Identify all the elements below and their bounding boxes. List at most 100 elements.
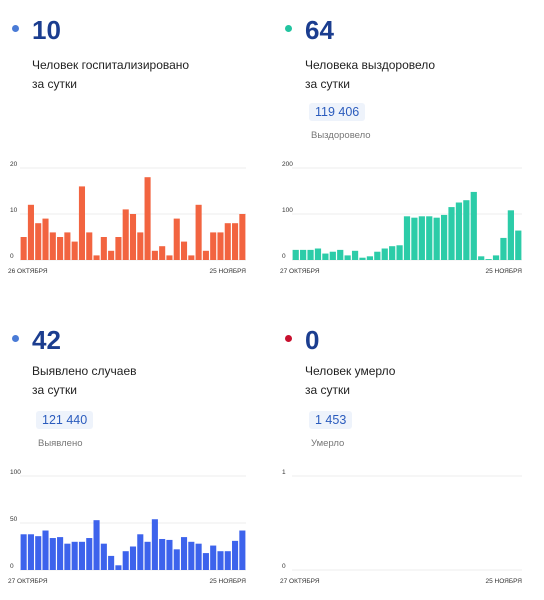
status-dot-icon — [12, 335, 19, 342]
bar — [49, 538, 56, 570]
y-tick-label: 100 — [10, 469, 21, 476]
bar — [463, 200, 470, 260]
bar — [115, 565, 122, 570]
bar — [173, 218, 180, 260]
bar — [448, 207, 455, 260]
x-start-label: 27 ОКТЯБРЯ — [280, 578, 320, 585]
chart-deaths: 0 1 27 ОКТЯБРЯ 25 НОЯБРЯ — [280, 469, 523, 585]
bar — [93, 255, 100, 260]
bar — [71, 541, 78, 570]
panel-header: 10 — [12, 14, 262, 46]
panel-deaths: 0 Человек умерло за сутки 1 453 Умерло 0… — [280, 324, 535, 594]
status-dot-icon — [285, 335, 292, 342]
bar — [292, 249, 299, 260]
daily-number: 0 — [305, 325, 320, 355]
bar — [188, 255, 195, 260]
bar — [478, 256, 485, 260]
status-dot-icon — [285, 25, 292, 32]
bar — [137, 534, 144, 570]
total-label: Умерло — [311, 438, 345, 449]
panel-recovered: 64 Человека выздоровело за сутки 119 406… — [280, 14, 535, 284]
total-label: Выздоровело — [311, 130, 371, 141]
bar — [35, 536, 42, 570]
bar — [122, 209, 129, 260]
panel-description: Человек умерло за сутки — [305, 364, 396, 397]
bar — [108, 250, 115, 260]
chart-cases: 0 50 100 27 ОКТЯБРЯ 25 НОЯБРЯ — [8, 469, 247, 585]
x-end-label: 25 НОЯБРЯ — [486, 578, 523, 585]
bar — [122, 551, 129, 570]
bar — [232, 540, 239, 570]
bar — [307, 249, 314, 260]
x-end-label: 25 НОЯБРЯ — [486, 268, 523, 275]
bar — [224, 223, 231, 260]
bar — [20, 534, 27, 570]
bar — [64, 232, 71, 260]
bar — [57, 237, 64, 260]
bar — [381, 248, 388, 260]
bar — [173, 549, 180, 570]
bar — [217, 551, 224, 570]
y-tick-label: 10 — [10, 207, 18, 214]
bar — [322, 253, 329, 260]
bar — [144, 177, 151, 260]
bar — [396, 245, 403, 260]
bar — [27, 534, 34, 570]
bar — [374, 251, 381, 260]
bar — [210, 545, 217, 570]
bar — [202, 250, 209, 260]
total-label: Выявлено — [38, 438, 83, 449]
y-tick-label: 0 — [282, 253, 286, 260]
bar — [195, 204, 202, 260]
bar — [418, 216, 425, 260]
y-tick-label: 20 — [10, 161, 18, 168]
bar — [351, 250, 359, 260]
y-tick-label: 200 — [282, 161, 293, 168]
chart-hospitalized: 0 10 20 26 ОКТЯБРЯ 25 НОЯБРЯ — [8, 161, 246, 275]
bar — [426, 216, 433, 260]
y-tick-label: 0 — [282, 563, 286, 570]
bar — [71, 241, 78, 260]
x-end-label: 25 НОЯБРЯ — [210, 578, 247, 585]
x-start-label: 27 ОКТЯБРЯ — [8, 578, 48, 585]
bar — [515, 230, 522, 260]
bar — [42, 218, 49, 260]
bar — [129, 214, 137, 260]
bar — [129, 546, 137, 570]
bar — [42, 530, 49, 570]
total-count: 1 453 — [309, 411, 353, 429]
bar — [403, 216, 411, 260]
bar — [159, 246, 166, 260]
bar — [300, 249, 307, 260]
panel-header: 0 — [285, 324, 535, 356]
bar — [188, 541, 195, 570]
status-dot-icon — [12, 25, 19, 32]
bar — [100, 543, 107, 570]
bar — [411, 217, 418, 260]
y-tick-label: 0 — [10, 253, 14, 260]
bar — [166, 255, 173, 260]
bar — [337, 249, 344, 260]
bar — [210, 232, 217, 260]
x-start-label: 27 ОКТЯБРЯ — [280, 268, 320, 275]
bar — [314, 248, 322, 260]
bar — [433, 217, 440, 260]
panel-description: Выявлено случаев за сутки — [32, 364, 137, 397]
bar — [108, 555, 115, 570]
bar — [64, 543, 71, 570]
bar — [151, 250, 158, 260]
y-tick-label: 100 — [282, 207, 293, 214]
bar — [78, 186, 86, 260]
panel-hospitalized: 10 Человек госпитализировано за сутки 0 1… — [8, 14, 262, 284]
bar — [151, 519, 158, 570]
panel-description: Человек госпитализировано за сутки — [32, 58, 190, 91]
bar — [93, 520, 100, 570]
y-tick-label: 50 — [10, 516, 18, 523]
total-count: 119 406 — [309, 103, 366, 121]
total-count: 121 440 — [36, 411, 94, 429]
bar — [239, 214, 246, 260]
daily-number: 64 — [305, 15, 334, 45]
y-tick-label: 1 — [282, 469, 286, 476]
y-tick-label: 0 — [10, 563, 14, 570]
bar — [455, 202, 463, 260]
